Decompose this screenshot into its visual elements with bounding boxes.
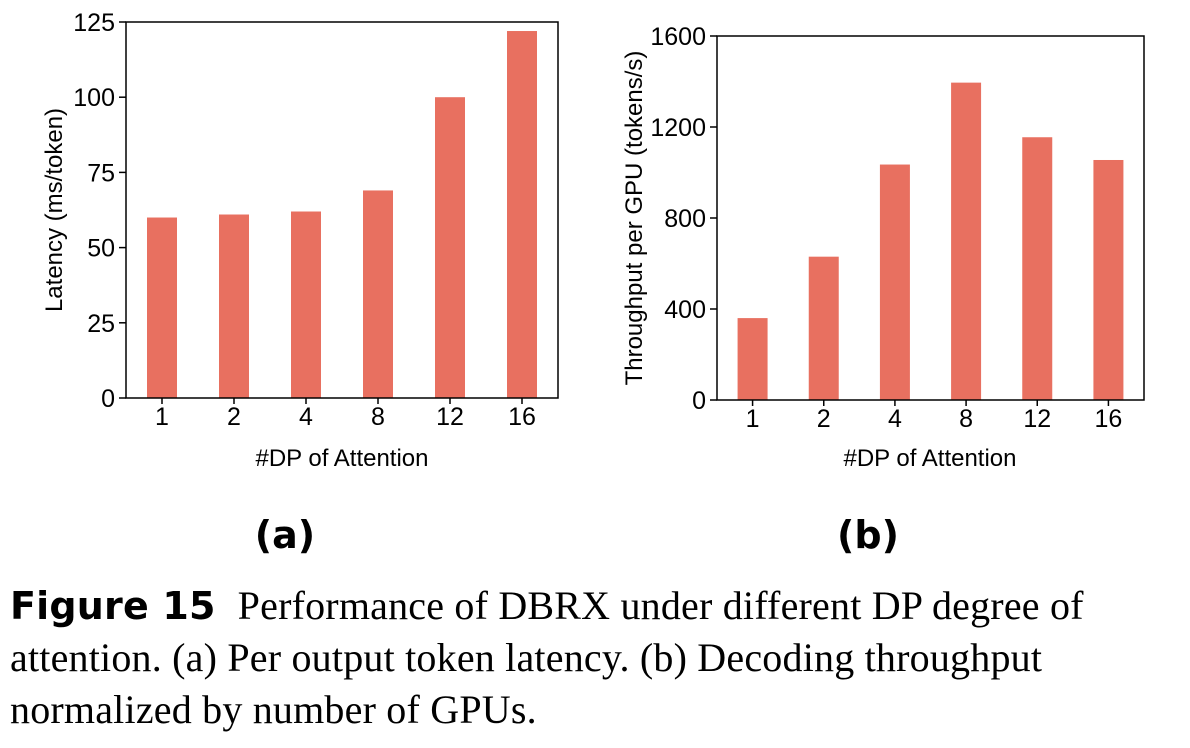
x-axis-label-b: #DP of Attention — [843, 445, 1016, 472]
y-tick-label-b-800: 800 — [664, 205, 706, 233]
bar-a-8 — [363, 190, 393, 398]
x-tick-label-b-8: 8 — [959, 405, 973, 433]
plot-frame-a — [125, 21, 559, 399]
x-tick-label-a-1: 1 — [155, 403, 169, 431]
bar-a-16 — [507, 31, 537, 399]
figure-caption: Figure 15 Performance of DBRX under diffe… — [10, 580, 1182, 736]
x-tick-label-b-2: 2 — [817, 405, 831, 433]
x-tick-label-b-4: 4 — [888, 405, 902, 433]
bar-b-4 — [879, 164, 910, 400]
bar-b-1 — [737, 318, 768, 400]
panel-label-a: (a) — [255, 513, 315, 557]
caption-label: Figure 15 — [10, 584, 216, 628]
y-tick-label-b-1600: 1600 — [650, 23, 706, 51]
bar-a-4 — [291, 211, 321, 398]
bar-b-8 — [951, 82, 982, 400]
x-tick-label-a-12: 12 — [436, 403, 464, 431]
x-tick-label-a-2: 2 — [227, 403, 241, 431]
x-tick-label-b-12: 12 — [1023, 405, 1051, 433]
bar-a-12 — [435, 97, 465, 398]
bar-a-2 — [219, 214, 249, 398]
x-tick-label-a-16: 16 — [508, 403, 536, 431]
x-tick-label-a-4: 4 — [299, 403, 313, 431]
bar-b-16 — [1093, 159, 1124, 400]
x-axis-label-a: #DP of Attention — [255, 445, 428, 472]
y-tick-label-a-75: 75 — [87, 159, 115, 187]
y-tick-label-a-25: 25 — [87, 310, 115, 338]
y-tick-label-a-100: 100 — [73, 84, 115, 112]
x-tick-label-a-8: 8 — [371, 403, 385, 431]
y-tick-label-b-400: 400 — [664, 296, 706, 324]
bar-b-12 — [1022, 137, 1053, 401]
y-tick-label-b-0: 0 — [692, 387, 706, 415]
y-tick-label-a-50: 50 — [87, 235, 115, 263]
y-tick-label-a-125: 125 — [73, 9, 115, 37]
y-axis-label-a: Latency (ms/token) — [41, 108, 68, 312]
y-axis-label-b: Throughput per GPU (tokens/s) — [621, 51, 648, 386]
panel-label-b: (b) — [837, 513, 899, 557]
plot-frame-b — [716, 35, 1145, 401]
x-tick-label-b-16: 16 — [1095, 405, 1123, 433]
x-tick-label-b-1: 1 — [746, 405, 760, 433]
y-tick-label-a-0: 0 — [101, 385, 115, 413]
caption-text: Performance of DBRX under different DP d… — [10, 583, 1084, 732]
bar-b-2 — [808, 256, 839, 400]
y-tick-label-b-1200: 1200 — [650, 114, 706, 142]
bar-a-1 — [147, 217, 177, 398]
